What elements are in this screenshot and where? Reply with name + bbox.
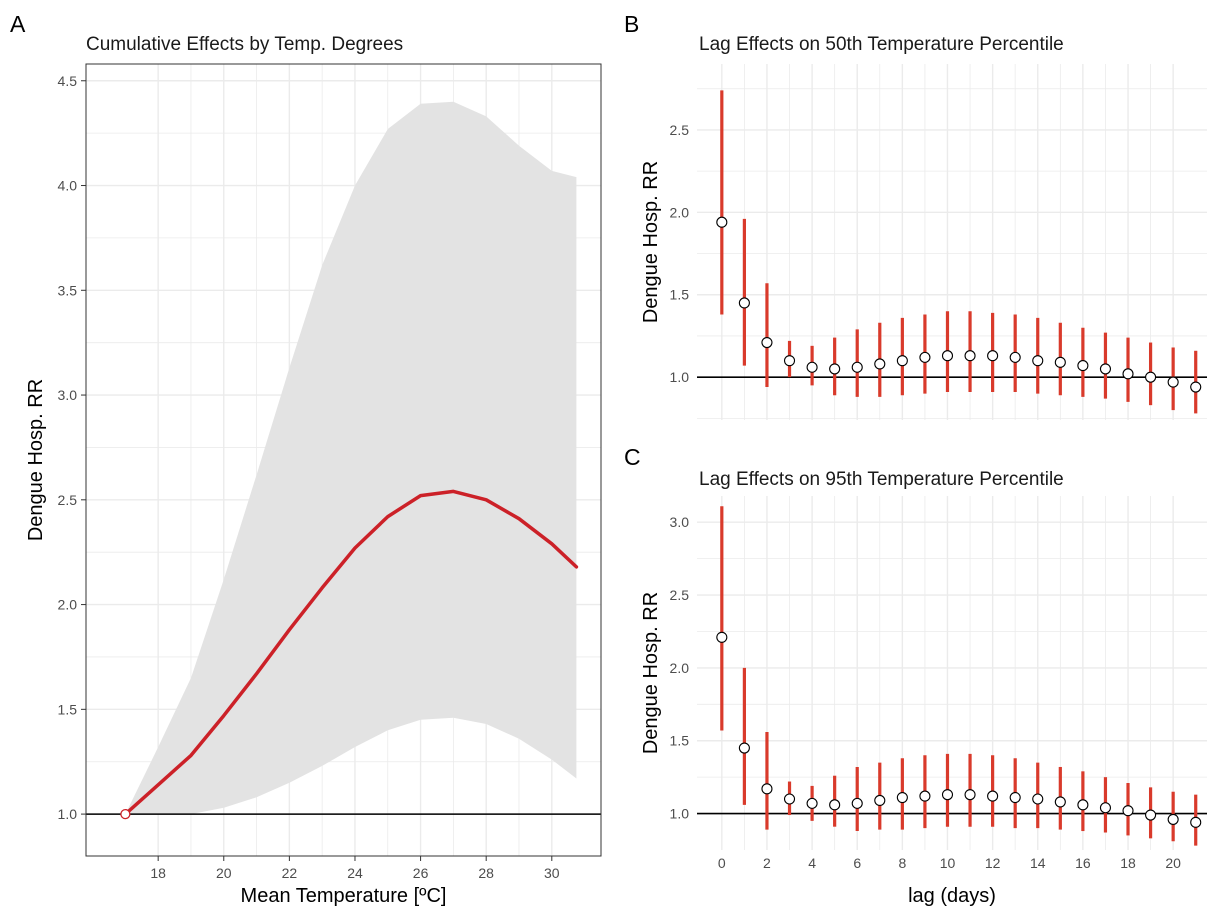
estimate-point	[1145, 371, 1157, 383]
x-tick-label: 18	[1120, 855, 1136, 871]
estimate-point	[829, 799, 841, 811]
y-tick-label: 4.0	[58, 178, 78, 194]
estimate-point	[716, 216, 728, 228]
estimate-point	[1077, 799, 1089, 811]
x-tick-label: 8	[898, 855, 906, 871]
y-tick-label: 2.5	[670, 122, 690, 138]
estimate-point	[1032, 355, 1044, 367]
estimate-point	[716, 631, 728, 643]
estimate-point	[1167, 813, 1179, 825]
estimate-point	[987, 790, 999, 802]
x-tick-label: 26	[413, 865, 429, 881]
x-tick-label: 10	[940, 855, 956, 871]
estimate-point	[851, 797, 863, 809]
y-tick-label: 2.5	[58, 492, 78, 508]
y-tick-label: 3.5	[58, 282, 78, 298]
y-tick-label: 1.5	[670, 287, 690, 303]
x-tick-label: 2	[763, 855, 771, 871]
estimate-point	[806, 361, 818, 373]
y-tick-label: 3.0	[670, 514, 690, 530]
estimate-point	[1054, 356, 1066, 368]
panel-border	[85, 63, 602, 857]
x-tick-label: 28	[478, 865, 494, 881]
x-tick-label: 20	[1165, 855, 1181, 871]
estimate-point	[1099, 802, 1112, 814]
x-tick-label: 30	[544, 865, 560, 881]
y-tick-label: 1.0	[58, 806, 78, 822]
panel-c: 1.0 1.5 2.0 2.5 3.0 0 2 4 6 8 10 12 14 16 18 20 C Lag Eff…	[624, 444, 1207, 907]
x-axis-label: Mean Temperature [ºC]	[241, 885, 447, 907]
y-tick-label: 4.5	[58, 73, 78, 89]
estimate-point	[1054, 796, 1066, 808]
x-tick-label: 4	[808, 855, 816, 871]
estimate-point	[874, 358, 886, 370]
estimate-point	[1009, 351, 1021, 363]
y-tick-label: 3.0	[58, 387, 78, 403]
x-tick-label: 20	[216, 865, 232, 881]
x-tick-label: 22	[282, 865, 298, 881]
estimate-point	[1032, 793, 1044, 805]
estimate-point	[851, 361, 863, 373]
y-tick-label: 1.0	[670, 806, 690, 822]
estimate-point	[919, 351, 931, 363]
y-axis-label: Dengue Hosp. RR	[640, 161, 662, 323]
estimate-point	[738, 297, 750, 309]
x-tick-label: 12	[985, 855, 1001, 871]
panel-label: C	[624, 444, 641, 470]
estimate-point	[829, 363, 841, 375]
rr-curve	[123, 489, 579, 816]
y-tick-label: 2.0	[670, 204, 690, 220]
estimate-point	[783, 355, 796, 367]
estimate-point	[896, 355, 908, 367]
y-axis-label: Dengue Hosp. RR	[640, 592, 662, 754]
reference-point	[120, 808, 131, 820]
estimate-point	[941, 789, 954, 801]
confidence-ribbon	[125, 101, 577, 815]
y-tick-label: 1.5	[670, 733, 690, 749]
x-tick-label: 14	[1030, 855, 1046, 871]
estimate-point	[964, 789, 976, 801]
estimate-point	[919, 790, 931, 802]
estimate-point	[761, 336, 773, 349]
estimate-point	[987, 350, 999, 362]
y-tick-label: 2.0	[58, 597, 78, 613]
panel-a: 1.0 1.5 2.0 2.5 3.0 3.5 4.0 4.5 18 20 22 24 26 28 30 A C…	[10, 11, 602, 907]
estimate-point	[1122, 368, 1134, 380]
y-tick-label: 2.0	[670, 660, 690, 676]
x-tick-label: 16	[1075, 855, 1091, 871]
x-tick-label: 24	[347, 865, 363, 881]
y-axis-label: Dengue Hosp. RR	[25, 379, 47, 541]
estimate-point	[1145, 809, 1157, 821]
x-tick-label: 6	[853, 855, 861, 871]
estimate-point	[964, 350, 976, 362]
estimate-point	[806, 797, 818, 809]
y-tick-label: 1.5	[58, 701, 78, 717]
estimate-point	[1122, 805, 1134, 817]
estimate-point	[896, 792, 908, 804]
estimate-point	[1099, 363, 1112, 375]
estimate-point	[1190, 381, 1202, 393]
estimate-point	[874, 794, 886, 807]
estimate-point	[783, 793, 796, 805]
estimate-point	[941, 350, 954, 362]
chart-title: Lag Effects on 50th Temperature Percenti…	[699, 34, 1064, 55]
panel-b: 1.0 1.5 2.0 2.5 B Lag Effects on 50th Tempera…	[624, 11, 1207, 420]
estimate-point	[761, 783, 773, 795]
chart-title: Cumulative Effects by Temp. Degrees	[86, 34, 403, 55]
chart-title: Lag Effects on 95th Temperature Percenti…	[699, 469, 1064, 490]
estimate-point	[738, 742, 750, 754]
panel-label: B	[624, 11, 639, 37]
panel-label: A	[10, 11, 26, 37]
estimate-point	[1077, 360, 1089, 372]
x-tick-label: 0	[718, 855, 726, 871]
y-tick-label: 2.5	[670, 587, 690, 603]
x-axis-label: lag (days)	[908, 885, 996, 907]
estimate-point	[1009, 792, 1021, 804]
estimate-point	[1167, 376, 1179, 388]
x-tick-label: 18	[150, 865, 166, 881]
estimate-point	[1190, 816, 1202, 828]
y-tick-label: 1.0	[670, 369, 690, 385]
